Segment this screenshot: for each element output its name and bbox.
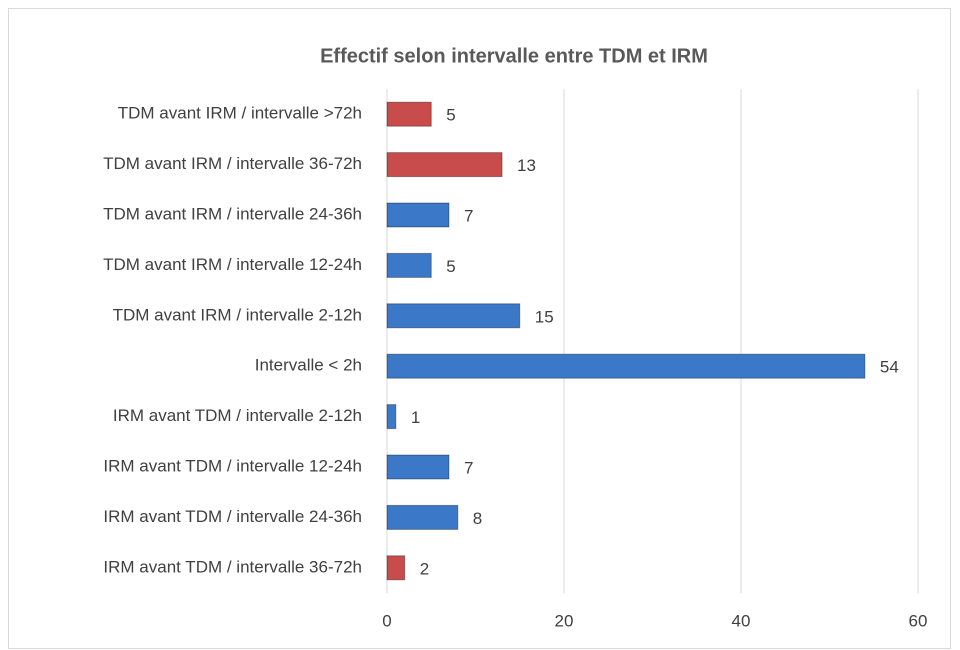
data-label: 7 <box>464 458 473 477</box>
bar <box>386 152 503 178</box>
y-tick-label: TDM avant IRM / intervalle 36-72h <box>103 154 362 173</box>
bar <box>386 504 459 530</box>
y-tick-label: TDM avant IRM / intervalle >72h <box>118 104 362 123</box>
bar <box>386 252 432 278</box>
y-tick-label: IRM avant TDM / intervalle 2-12h <box>113 406 362 425</box>
x-tick-label: 20 <box>555 611 574 630</box>
data-label: 54 <box>880 358 899 377</box>
data-label: 7 <box>464 206 473 225</box>
bar <box>386 404 397 430</box>
bar <box>386 555 406 581</box>
chart-frame <box>8 8 951 649</box>
data-label: 8 <box>473 509 482 528</box>
data-label: 1 <box>411 408 420 427</box>
data-label: 5 <box>446 257 455 276</box>
y-tick-label: TDM avant IRM / intervalle 12-24h <box>103 255 362 274</box>
bar <box>386 454 450 480</box>
y-tick-label: IRM avant TDM / intervalle 12-24h <box>103 456 362 475</box>
x-tick-label: 0 <box>382 611 391 630</box>
y-tick-label: Intervalle < 2h <box>255 356 362 375</box>
x-tick-label: 60 <box>909 611 928 630</box>
data-label: 5 <box>446 106 455 125</box>
y-tick-label: TDM avant IRM / intervalle 24-36h <box>103 204 362 223</box>
y-tick-label: IRM avant TDM / intervalle 36-72h <box>103 557 362 576</box>
bar <box>386 202 450 228</box>
bar <box>386 353 866 379</box>
bar <box>386 101 432 127</box>
data-label: 2 <box>420 559 429 578</box>
bar <box>386 303 521 329</box>
y-tick-label: IRM avant TDM / intervalle 24-36h <box>103 507 362 526</box>
y-tick-label: TDM avant IRM / intervalle 2-12h <box>113 305 362 324</box>
data-label: 15 <box>535 307 554 326</box>
x-tick-label: 40 <box>732 611 751 630</box>
data-label: 13 <box>517 156 536 175</box>
chart-title: Effectif selon intervalle entre TDM et I… <box>320 45 708 67</box>
